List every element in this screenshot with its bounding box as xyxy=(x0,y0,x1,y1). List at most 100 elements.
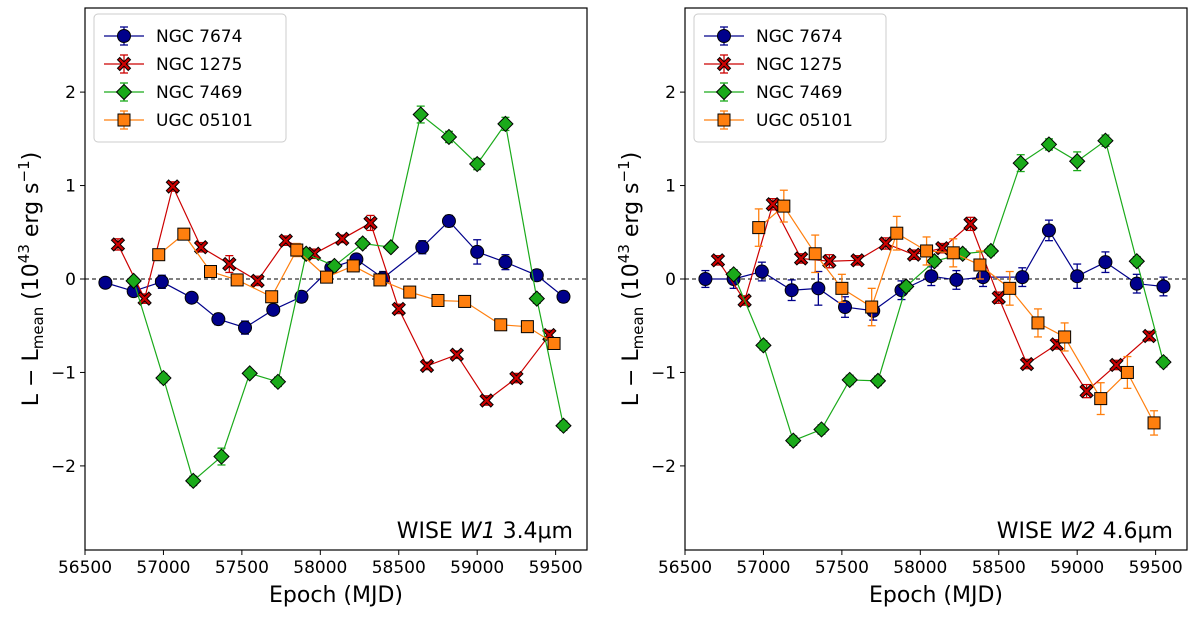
x-tick-label: 58000 xyxy=(893,558,947,578)
series-ngc-7674 xyxy=(698,219,1171,321)
x-tick-label: 57000 xyxy=(136,558,190,578)
y-axis-label-prefix: L − L xyxy=(619,349,644,407)
data-point xyxy=(155,369,172,387)
series-ugc-05101 xyxy=(752,189,1161,436)
legend-marker xyxy=(117,29,131,43)
legend-entry: NGC 7469 xyxy=(104,82,242,103)
legend-label: NGC 7469 xyxy=(756,83,842,103)
legend: NGC 7674 NGC 1275 NGC 7469 UGC 05101 xyxy=(93,13,287,143)
x-tick-label: 58000 xyxy=(293,558,347,578)
plot-area xyxy=(98,105,572,490)
data-point xyxy=(165,179,181,194)
data-point xyxy=(1147,416,1161,430)
legend-entry: NGC 1275 xyxy=(104,54,242,75)
data-point xyxy=(1031,316,1045,330)
data-point xyxy=(440,128,458,146)
data-point xyxy=(354,235,371,252)
panel-label: WISE W2 4.6μm xyxy=(997,519,1173,544)
y-axis-label: L − Lmean (1043 erg s−1) xyxy=(615,152,647,406)
x-axis-label: Epoch (MJD) xyxy=(269,583,403,608)
y-axis-label-prefix: L − L xyxy=(19,349,44,407)
y-axis-label-exp: 43 xyxy=(615,244,633,263)
legend-marker xyxy=(116,56,132,72)
data-point xyxy=(924,269,939,284)
data-point xyxy=(509,370,524,386)
x-tick-label: 57000 xyxy=(736,558,790,578)
data-point xyxy=(777,199,791,213)
y-tick-label: 0 xyxy=(665,270,676,290)
plot-area xyxy=(698,132,1172,449)
data-point xyxy=(1155,353,1172,371)
data-point xyxy=(265,290,279,304)
series-ngc-7469 xyxy=(125,105,572,490)
data-point xyxy=(382,239,400,256)
data-point xyxy=(250,273,265,289)
data-point xyxy=(991,290,1006,305)
series-ngc-1275 xyxy=(110,179,557,408)
data-point xyxy=(230,273,244,287)
data-point xyxy=(1094,392,1108,406)
x-tick-label: 57500 xyxy=(815,558,869,578)
y-tick-label: 2 xyxy=(665,83,676,103)
data-point xyxy=(1142,328,1157,344)
data-point xyxy=(431,293,445,307)
legend-entry: NGC 7469 xyxy=(704,82,842,103)
legend-marker xyxy=(715,83,733,101)
legend-marker xyxy=(117,113,131,127)
panel-w2: 56500 57000 57500 58000 58500 59000 59500 −2 −1 0… xyxy=(615,7,1188,608)
y-axis-label-exp: 43 xyxy=(15,244,33,263)
y-axis-label-exp2: −1 xyxy=(15,160,33,182)
data-point xyxy=(266,302,281,317)
series-line xyxy=(117,184,550,402)
data-point xyxy=(973,258,987,272)
data-point xyxy=(1156,279,1171,294)
x-tick-label: 57500 xyxy=(215,558,269,578)
y-tick-label: 2 xyxy=(65,83,76,103)
x-tick-label: 59000 xyxy=(1050,558,1104,578)
data-point xyxy=(920,244,934,258)
data-point xyxy=(878,236,894,251)
data-point xyxy=(1012,154,1029,172)
panel-label-suffix: 4.6μm xyxy=(1096,519,1173,544)
data-point xyxy=(185,472,202,490)
panel-label-band: W2 xyxy=(1060,519,1096,544)
data-point xyxy=(850,253,865,268)
data-point xyxy=(811,281,826,296)
data-point xyxy=(154,274,169,289)
legend-label: NGC 7674 xyxy=(156,27,242,47)
data-point xyxy=(865,300,879,314)
data-point xyxy=(346,259,360,273)
data-point xyxy=(125,272,142,290)
legend-marker xyxy=(115,83,133,101)
data-point xyxy=(1070,269,1085,284)
data-point xyxy=(479,393,494,408)
panel-w1: 56500 57000 57500 58000 58500 59000 59500 −2 −1 0… xyxy=(15,7,588,608)
y-tick-label: −1 xyxy=(651,363,676,383)
data-point xyxy=(193,240,209,255)
data-point xyxy=(373,273,387,287)
legend-label: NGC 1275 xyxy=(156,55,242,75)
x-tick-label: 59500 xyxy=(529,558,583,578)
x-tick-label: 58500 xyxy=(972,558,1026,578)
y-tick-label: −1 xyxy=(51,363,76,383)
y-tick-label: −2 xyxy=(651,457,676,477)
data-point xyxy=(412,106,429,123)
data-point xyxy=(98,275,113,290)
data-point xyxy=(415,240,430,255)
legend-box xyxy=(693,13,887,143)
data-point xyxy=(822,254,837,269)
data-point xyxy=(441,214,456,229)
series-line xyxy=(133,113,565,482)
data-point xyxy=(949,272,964,287)
data-point xyxy=(890,226,904,240)
data-point xyxy=(755,337,772,354)
y-axis-label: L − Lmean (1043 erg s−1) xyxy=(15,152,47,406)
data-point xyxy=(765,197,781,212)
data-point xyxy=(1058,330,1072,344)
series-line xyxy=(717,202,1150,393)
data-point xyxy=(1098,255,1113,270)
data-point xyxy=(494,318,508,332)
data-point xyxy=(497,115,514,133)
data-point xyxy=(1079,383,1094,399)
